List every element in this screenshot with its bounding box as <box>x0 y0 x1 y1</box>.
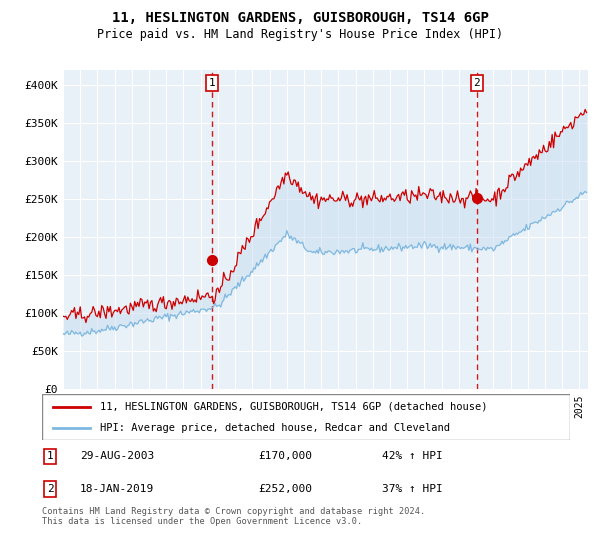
Text: 42% ↑ HPI: 42% ↑ HPI <box>382 451 443 461</box>
Text: Contains HM Land Registry data © Crown copyright and database right 2024.
This d: Contains HM Land Registry data © Crown c… <box>42 507 425 526</box>
Text: £252,000: £252,000 <box>258 484 312 494</box>
Text: £170,000: £170,000 <box>258 451 312 461</box>
Text: 2: 2 <box>47 484 53 494</box>
Text: 11, HESLINGTON GARDENS, GUISBOROUGH, TS14 6GP: 11, HESLINGTON GARDENS, GUISBOROUGH, TS1… <box>112 11 488 25</box>
Text: 2: 2 <box>473 78 481 88</box>
Text: HPI: Average price, detached house, Redcar and Cleveland: HPI: Average price, detached house, Redc… <box>100 423 450 433</box>
Text: 18-JAN-2019: 18-JAN-2019 <box>80 484 154 494</box>
Text: 1: 1 <box>47 451 53 461</box>
Text: 1: 1 <box>209 78 215 88</box>
FancyBboxPatch shape <box>42 394 570 440</box>
Text: 29-AUG-2003: 29-AUG-2003 <box>80 451 154 461</box>
Text: 11, HESLINGTON GARDENS, GUISBOROUGH, TS14 6GP (detached house): 11, HESLINGTON GARDENS, GUISBOROUGH, TS1… <box>100 402 488 412</box>
Text: Price paid vs. HM Land Registry's House Price Index (HPI): Price paid vs. HM Land Registry's House … <box>97 28 503 41</box>
Text: 37% ↑ HPI: 37% ↑ HPI <box>382 484 443 494</box>
